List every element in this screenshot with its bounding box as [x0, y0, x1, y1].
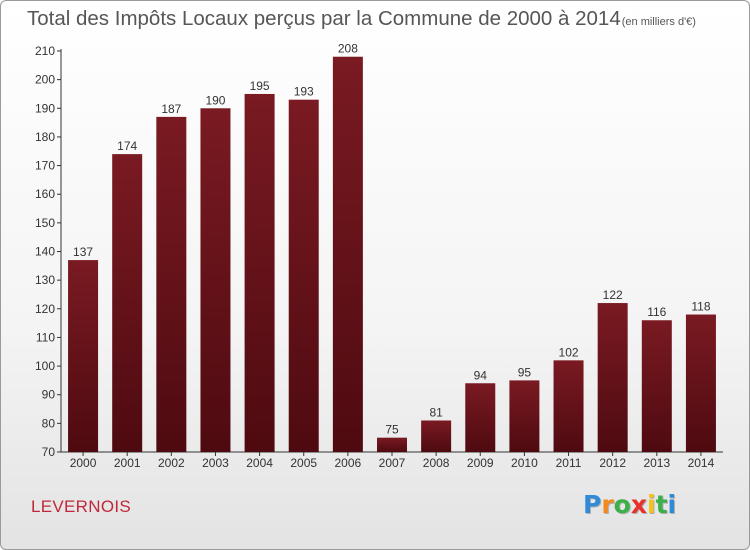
y-tick-label: 150 [35, 216, 55, 230]
x-tick-label: 2011 [556, 456, 582, 470]
data-label-2005: 193 [294, 85, 314, 99]
x-tick-label: 2005 [290, 456, 317, 470]
chart-unit-label: (en milliers d'€) [621, 16, 696, 28]
logo-letter: P [583, 490, 602, 519]
data-label-2009: 94 [474, 368, 488, 382]
commune-name: LEVERNOIS [31, 497, 132, 516]
data-label-2012: 122 [603, 288, 623, 302]
bar-2014 [685, 314, 716, 452]
y-tick-label: 110 [36, 330, 55, 344]
logo-letter: i [667, 490, 677, 519]
x-tick-label: 2003 [202, 456, 229, 470]
bar-2009 [465, 383, 496, 452]
x-tick-label: 2007 [379, 456, 406, 470]
logo-letter: t [655, 490, 668, 519]
logo-letter: x [630, 490, 647, 519]
data-label-2014: 118 [691, 300, 710, 314]
y-tick-label: 70 [42, 445, 56, 459]
chart-title-text: Total des Impôts Locaux perçus par la Co… [27, 7, 621, 30]
x-tick-label: 2013 [643, 456, 670, 470]
bar-2001 [112, 154, 143, 452]
bars [68, 56, 716, 453]
y-tick-label: 90 [42, 388, 56, 402]
data-label-2008: 81 [429, 405, 443, 419]
data-label-2000: 137 [73, 245, 93, 259]
bar-2005 [288, 99, 319, 452]
logo-letter: r [601, 490, 614, 519]
data-label-2013: 116 [647, 305, 666, 319]
y-tick-label: 130 [35, 273, 55, 287]
chart-title: Total des Impôts Locaux perçus par la Co… [27, 7, 696, 31]
y-tick-label: 120 [35, 302, 55, 316]
x-tick-label: 2006 [335, 456, 362, 470]
bar-2003 [200, 108, 231, 453]
data-label-2010: 95 [518, 365, 532, 379]
proxiti-logo[interactable]: Proxiti [583, 490, 676, 519]
y-tick-label: 210 [35, 44, 55, 58]
x-tick-label: 2008 [423, 456, 450, 470]
bar-2013 [641, 320, 672, 452]
y-tick-label: 200 [35, 73, 55, 87]
bar-2012 [597, 303, 628, 452]
y-tick-label: 170 [35, 159, 55, 173]
y-tick-label: 190 [35, 101, 55, 115]
bar-2011 [553, 360, 584, 452]
data-label-2011: 102 [559, 345, 579, 359]
data-label-2006: 208 [338, 42, 358, 56]
x-tick-label: 2004 [246, 456, 273, 470]
y-tick-label: 100 [35, 359, 55, 373]
data-labels: 137 174 187 190 195 193 208 75 81 94 95 102 122 116 11… [73, 42, 711, 437]
x-tick-label: 2002 [158, 456, 185, 470]
bar-2002 [156, 116, 187, 452]
bar-2000 [68, 260, 99, 452]
logo-letter: i [647, 490, 656, 519]
x-tick-label: 2001 [114, 456, 141, 470]
data-label-2001: 174 [117, 139, 137, 153]
y-tick-label: 80 [42, 416, 56, 430]
y-tick-label: 180 [35, 130, 55, 144]
bar-2006 [332, 56, 363, 452]
y-tick-label: 140 [35, 245, 55, 259]
logo-letter: o [613, 490, 631, 519]
x-tick-label: 2012 [599, 456, 626, 470]
data-label-2004: 195 [250, 79, 270, 93]
bar-2008 [421, 420, 452, 452]
y-axis: 70 80 90 100 110 120 130 140 150 160 170 180 190 200 2… [35, 44, 62, 459]
data-label-2002: 187 [161, 102, 181, 116]
bar-2004 [244, 93, 275, 452]
x-tick-label: 2010 [511, 456, 538, 470]
x-axis: 2000 2001 2002 2003 2004 2005 2006 2007 2008 2009… [61, 451, 723, 470]
y-tick-label: 160 [35, 187, 55, 201]
x-tick-label: 2000 [70, 456, 97, 470]
data-label-2007: 75 [385, 423, 399, 437]
data-label-2003: 190 [205, 93, 225, 107]
bar-2007 [377, 437, 407, 452]
bar-2010 [509, 380, 540, 452]
x-tick-label: 2014 [688, 456, 715, 470]
x-tick-label: 2009 [467, 456, 494, 470]
